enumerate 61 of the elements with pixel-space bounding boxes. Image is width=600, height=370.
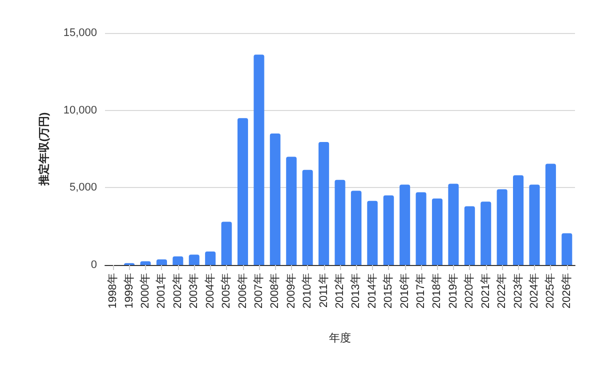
bar (318, 142, 330, 265)
bar (302, 170, 313, 265)
x-tick-label: 2026年 (560, 273, 573, 308)
x-tick-label: 2006年 (236, 273, 249, 308)
bar (270, 134, 280, 265)
x-tick-label: 2019年 (447, 273, 460, 308)
x-tick-label: 2007年 (252, 273, 265, 308)
x-tick-label: 2018年 (431, 273, 444, 308)
x-tick-label: 2003年 (188, 273, 200, 308)
bar (400, 184, 410, 265)
x-tick-label: 2008年 (269, 273, 282, 308)
x-tick-label: 2013年 (350, 273, 362, 308)
bar (529, 184, 540, 265)
x-axis-title: 年度 (329, 332, 351, 344)
bar (237, 118, 248, 265)
bar (205, 252, 216, 265)
x-tick-label: 2014年 (366, 273, 378, 308)
x-tick-label: 2025年 (544, 273, 557, 308)
x-tick-label: 2022年 (496, 273, 508, 308)
bar (416, 192, 426, 265)
x-tick-label: 2023年 (512, 273, 524, 308)
x-tick-label: 2009年 (285, 273, 298, 308)
x-tick-label: 2015年 (382, 273, 395, 308)
bar (156, 259, 167, 265)
bar (188, 254, 200, 265)
y-tick-label: 10,000 (63, 104, 97, 116)
x-tick-label: 2021年 (480, 273, 492, 308)
x-tick-label: 1999年 (123, 273, 136, 308)
bar (350, 190, 362, 265)
bar (545, 164, 556, 265)
y-tick-label: 0 (90, 259, 97, 271)
y-tick-label: 15,000 (63, 27, 97, 39)
x-tick-label: 2005年 (220, 273, 233, 308)
x-tick-label: 2012年 (334, 273, 346, 308)
bar (334, 180, 346, 265)
bar (432, 198, 443, 265)
x-tick-label: 2004年 (204, 273, 216, 308)
bar (513, 175, 524, 265)
bar (480, 202, 492, 265)
bar (221, 222, 232, 265)
x-tick-label: 1998年 (107, 273, 120, 308)
bar (448, 184, 459, 265)
x-tick-label: 2016年 (398, 273, 411, 308)
x-tick-label: 2024年 (528, 273, 540, 308)
bar (286, 156, 297, 265)
x-tick-label: 2002年 (172, 273, 184, 308)
y-axis-title: 推定年収(万円) (38, 112, 50, 187)
x-tick-label: 2000年 (140, 273, 152, 308)
x-tick-label: 2001年 (156, 273, 168, 308)
bar (383, 195, 394, 265)
x-tick-label: 2017年 (415, 273, 428, 308)
bar (496, 189, 508, 265)
bar (254, 54, 264, 265)
bar (172, 256, 184, 265)
bar (464, 206, 475, 265)
x-tick-label: 2010年 (302, 273, 314, 308)
y-tick-label: 5,000 (69, 182, 97, 194)
bar (367, 200, 378, 265)
x-tick-label: 2020年 (464, 273, 476, 308)
x-tick-label: 2011年 (318, 273, 330, 308)
bar (562, 233, 572, 265)
